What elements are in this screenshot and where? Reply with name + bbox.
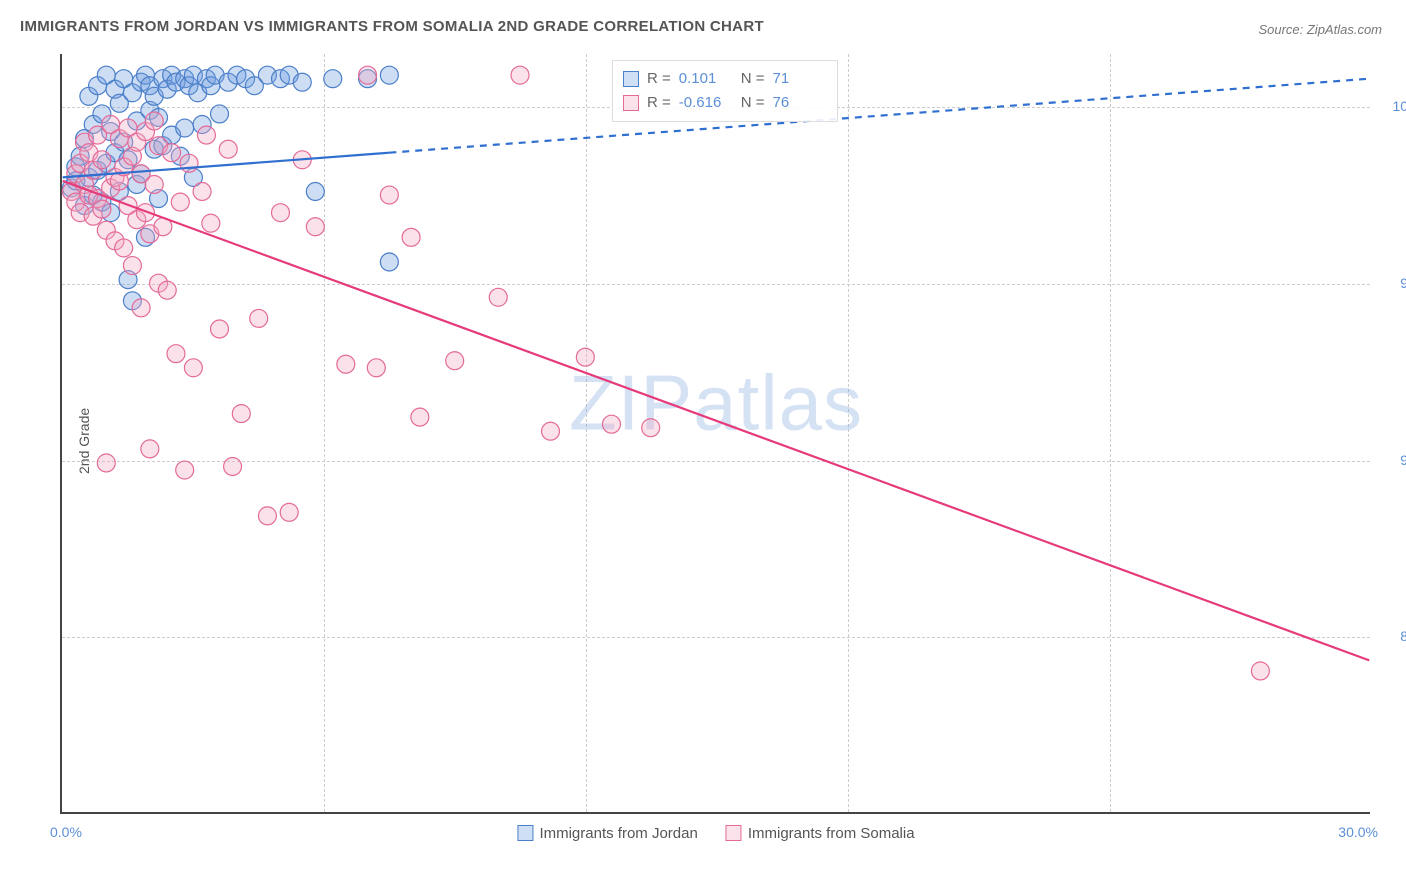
data-point-somalia — [132, 299, 150, 317]
data-point-somalia — [602, 415, 620, 433]
data-point-jordan — [324, 70, 342, 88]
data-point-somalia — [193, 183, 211, 201]
data-point-somalia — [402, 228, 420, 246]
data-point-somalia — [380, 186, 398, 204]
x-tick-max: 30.0% — [1338, 824, 1378, 840]
corr-n-value-somalia: 76 — [773, 91, 827, 115]
data-point-somalia — [180, 154, 198, 172]
data-point-somalia — [158, 281, 176, 299]
y-tick-label: 85.0% — [1380, 628, 1406, 644]
data-point-somalia — [145, 112, 163, 130]
corr-swatch-somalia — [623, 95, 639, 111]
data-point-somalia — [197, 126, 215, 144]
data-point-somalia — [145, 175, 163, 193]
y-tick-label: 100.0% — [1380, 98, 1406, 114]
scatter-layer — [62, 54, 1370, 812]
data-point-jordan — [176, 119, 194, 137]
corr-r-label: R = — [647, 91, 671, 115]
data-point-somalia — [250, 309, 268, 327]
legend-swatch-somalia — [726, 825, 742, 841]
corr-n-label: N = — [741, 67, 765, 91]
data-point-somalia — [97, 454, 115, 472]
chart-title: IMMIGRANTS FROM JORDAN VS IMMIGRANTS FRO… — [20, 18, 764, 35]
data-point-somalia — [489, 288, 507, 306]
corr-n-value-jordan: 71 — [773, 67, 827, 91]
x-tick-min: 0.0% — [50, 824, 82, 840]
data-point-somalia — [167, 345, 185, 363]
data-point-somalia — [224, 458, 242, 476]
data-point-somalia — [219, 140, 237, 158]
data-point-somalia — [272, 204, 290, 222]
data-point-jordan — [211, 105, 229, 123]
data-point-somalia — [123, 257, 141, 275]
data-point-somalia — [411, 408, 429, 426]
data-point-somalia — [171, 193, 189, 211]
data-point-jordan — [293, 73, 311, 91]
data-point-somalia — [115, 239, 133, 257]
corr-r-value-somalia: -0.616 — [679, 91, 733, 115]
y-tick-label: 95.0% — [1380, 275, 1406, 291]
corr-row-jordan: R = 0.101 N = 71 — [623, 67, 827, 91]
data-point-somalia — [642, 419, 660, 437]
correlation-legend: R = 0.101 N = 71 R = -0.616 N = 76 — [612, 60, 838, 122]
data-point-somalia — [176, 461, 194, 479]
data-point-somalia — [337, 355, 355, 373]
source-label: Source: ZipAtlas.com — [1258, 22, 1382, 37]
data-point-somalia — [211, 320, 229, 338]
data-point-somalia — [306, 218, 324, 236]
corr-r-value-jordan: 0.101 — [679, 67, 733, 91]
corr-r-label: R = — [647, 67, 671, 91]
data-point-somalia — [93, 151, 111, 169]
data-point-somalia — [141, 440, 159, 458]
corr-n-label: N = — [741, 91, 765, 115]
data-point-somalia — [93, 200, 111, 218]
trendline-somalia — [63, 181, 1370, 660]
corr-row-somalia: R = -0.616 N = 76 — [623, 91, 827, 115]
data-point-somalia — [202, 214, 220, 232]
data-point-somalia — [367, 359, 385, 377]
legend-label-somalia: Immigrants from Somalia — [748, 825, 915, 842]
legend-item-somalia: Immigrants from Somalia — [726, 825, 915, 842]
data-point-somalia — [446, 352, 464, 370]
corr-swatch-jordan — [623, 71, 639, 87]
trendline-ext-jordan — [389, 79, 1369, 153]
y-tick-label: 90.0% — [1380, 452, 1406, 468]
data-point-somalia — [280, 503, 298, 521]
series-legend: Immigrants from Jordan Immigrants from So… — [517, 825, 914, 842]
data-point-somalia — [258, 507, 276, 525]
data-point-somalia — [511, 66, 529, 84]
data-point-somalia — [359, 66, 377, 84]
data-point-jordan — [380, 66, 398, 84]
data-point-somalia — [184, 359, 202, 377]
legend-swatch-jordan — [517, 825, 533, 841]
data-point-somalia — [163, 144, 181, 162]
data-point-jordan — [380, 253, 398, 271]
data-point-somalia — [576, 348, 594, 366]
data-point-somalia — [542, 422, 560, 440]
legend-label-jordan: Immigrants from Jordan — [539, 825, 697, 842]
data-point-somalia — [232, 405, 250, 423]
data-point-jordan — [306, 183, 324, 201]
plot-area: 2nd Grade 85.0%90.0%95.0%100.0% ZIPatlas… — [60, 54, 1370, 814]
data-point-somalia — [1251, 662, 1269, 680]
legend-item-jordan: Immigrants from Jordan — [517, 825, 697, 842]
